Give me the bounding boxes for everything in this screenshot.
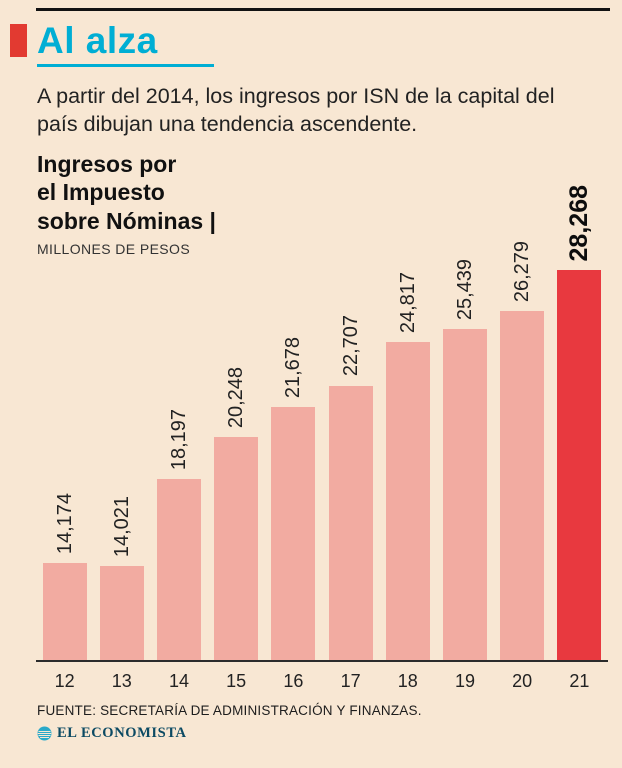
chart-title-line-2: el Impuesto bbox=[37, 179, 165, 206]
bar-group: 20,248 bbox=[214, 366, 259, 660]
x-axis-label: 14 bbox=[168, 671, 189, 691]
footer: FUENTE: SECRETARÍA DE ADMINISTRACIÓN Y F… bbox=[37, 703, 422, 742]
bar bbox=[557, 270, 602, 660]
x-axis-label: 15 bbox=[226, 671, 247, 691]
x-axis-label: 19 bbox=[454, 671, 475, 691]
x-axis-label: 18 bbox=[397, 671, 418, 691]
x-axis-label: 12 bbox=[54, 671, 75, 691]
subtitle: A partir del 2014, los ingresos por ISN … bbox=[37, 84, 555, 137]
bar-value-label: 24,817 bbox=[396, 271, 419, 333]
chart-units-label: MILLONES DE PESOS bbox=[37, 240, 191, 257]
bar bbox=[99, 566, 144, 660]
bar bbox=[328, 385, 373, 660]
bar bbox=[500, 311, 545, 660]
page-title: Al alza bbox=[37, 20, 158, 61]
bar-value-label: 25,439 bbox=[453, 258, 476, 320]
bar-group: 21,678 bbox=[271, 336, 316, 660]
bar-value-label: 20,248 bbox=[225, 366, 248, 428]
bar bbox=[214, 436, 259, 660]
top-divider bbox=[36, 8, 610, 11]
x-axis-label: 21 bbox=[569, 671, 590, 691]
title-underline bbox=[37, 64, 214, 67]
brand-row: EL ECONOMISTA bbox=[37, 725, 422, 742]
x-axis-label: 20 bbox=[512, 671, 533, 691]
bar bbox=[385, 341, 430, 660]
bar-group: 25,439 bbox=[442, 258, 487, 660]
x-axis-label: 17 bbox=[340, 671, 361, 691]
x-axis: 12 13 14 15 16 17 18 19 20 21 bbox=[36, 671, 608, 692]
bar-value-label: 26,279 bbox=[511, 241, 534, 303]
bar bbox=[42, 562, 87, 660]
bar bbox=[442, 328, 487, 660]
bar-group: 22,707 bbox=[328, 315, 373, 660]
bar-value-label: 18,197 bbox=[167, 409, 190, 471]
bar-group: 14,174 bbox=[42, 492, 87, 660]
bar-value-label: 22,707 bbox=[339, 315, 362, 377]
bar-group: 24,817 bbox=[385, 271, 430, 660]
chart-heading: Ingresos por el Impuesto sobre Nóminas |… bbox=[37, 150, 216, 257]
bar-plot: 14,174 14,021 18,197 20,248 21,678 22,707 24,8… bbox=[36, 157, 608, 662]
bar-group: 28,268 bbox=[557, 184, 602, 660]
brand-name: EL ECONOMISTA bbox=[57, 725, 187, 741]
bar bbox=[156, 479, 201, 660]
bar-chart: 14,174 14,021 18,197 20,248 21,678 22,707 24,8… bbox=[36, 157, 608, 692]
bar-value-label: 21,678 bbox=[282, 336, 305, 398]
header: Al alza bbox=[10, 22, 158, 59]
bar-value-label: 28,268 bbox=[564, 184, 593, 261]
el-economista-logo-icon bbox=[37, 726, 52, 741]
bar bbox=[271, 406, 316, 660]
bar-group: 18,197 bbox=[156, 409, 201, 660]
bar-group: 26,279 bbox=[500, 241, 545, 660]
x-axis-label: 13 bbox=[111, 671, 132, 691]
x-axis-label: 16 bbox=[283, 671, 304, 691]
chart-title-line-1: Ingresos por bbox=[37, 151, 177, 177]
bar-value-label: 14,021 bbox=[110, 495, 133, 558]
bar-value-label: 14,174 bbox=[53, 492, 76, 554]
chart-title-line-3: sobre Nóminas | bbox=[37, 207, 216, 234]
source-note: FUENTE: SECRETARÍA DE ADMINISTRACIÓN Y F… bbox=[37, 703, 422, 718]
title-accent-block bbox=[10, 24, 27, 57]
bar-group: 14,021 bbox=[99, 495, 144, 660]
